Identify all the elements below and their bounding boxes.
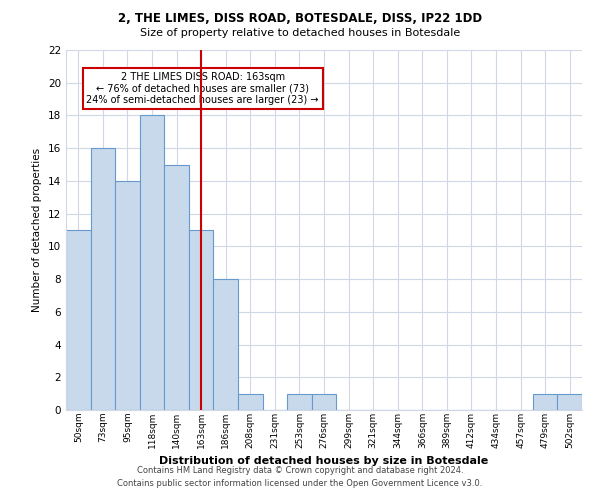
- Y-axis label: Number of detached properties: Number of detached properties: [32, 148, 43, 312]
- X-axis label: Distribution of detached houses by size in Botesdale: Distribution of detached houses by size …: [160, 456, 488, 466]
- Bar: [312, 394, 336, 410]
- Bar: [115, 181, 140, 410]
- Bar: [557, 394, 582, 410]
- Bar: [238, 394, 263, 410]
- Text: 2 THE LIMES DISS ROAD: 163sqm
← 76% of detached houses are smaller (73)
24% of s: 2 THE LIMES DISS ROAD: 163sqm ← 76% of d…: [86, 72, 319, 105]
- Bar: [91, 148, 115, 410]
- Text: 2, THE LIMES, DISS ROAD, BOTESDALE, DISS, IP22 1DD: 2, THE LIMES, DISS ROAD, BOTESDALE, DISS…: [118, 12, 482, 26]
- Text: Contains HM Land Registry data © Crown copyright and database right 2024.
Contai: Contains HM Land Registry data © Crown c…: [118, 466, 482, 487]
- Bar: [287, 394, 312, 410]
- Bar: [66, 230, 91, 410]
- Bar: [164, 164, 189, 410]
- Bar: [189, 230, 214, 410]
- Bar: [140, 116, 164, 410]
- Bar: [533, 394, 557, 410]
- Bar: [214, 279, 238, 410]
- Text: Size of property relative to detached houses in Botesdale: Size of property relative to detached ho…: [140, 28, 460, 38]
